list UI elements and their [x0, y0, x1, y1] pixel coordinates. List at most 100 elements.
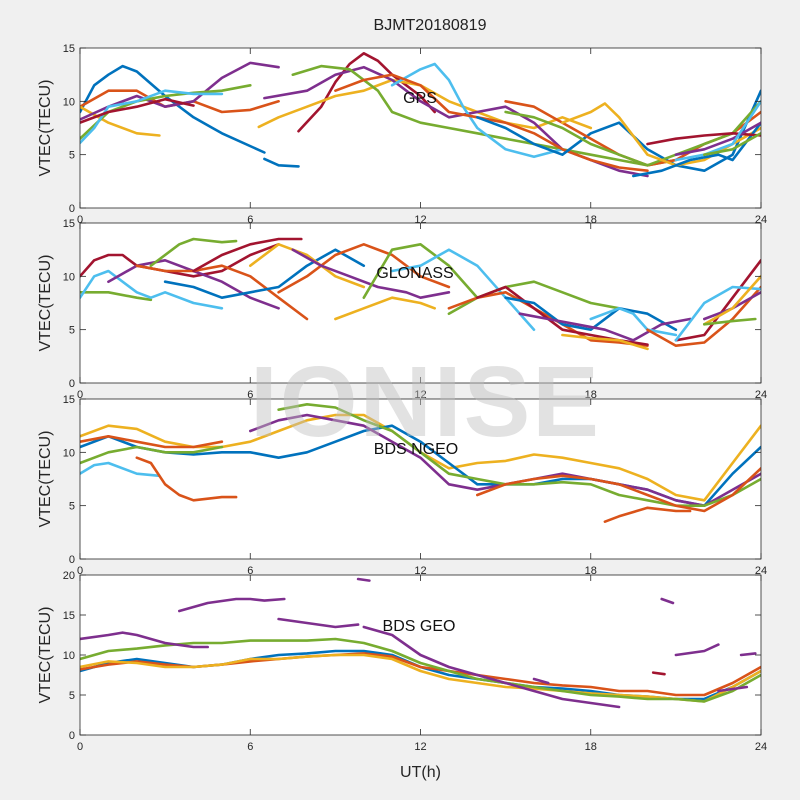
y-tick-label: 15	[63, 394, 75, 406]
y-tick-label: 10	[63, 271, 75, 283]
x-tick-label: 0	[77, 741, 83, 753]
figure-title: BJMT20180819	[374, 17, 487, 34]
series-line-10	[277, 243, 451, 294]
y-tick-label: 0	[69, 554, 75, 566]
series-group	[80, 402, 761, 524]
y-axis-label: VTEC(TECU)	[37, 607, 54, 704]
x-tick-label: 18	[585, 741, 597, 753]
series-line-14	[390, 248, 536, 332]
series-line-18	[504, 296, 678, 332]
series-line-14	[532, 677, 550, 685]
series-line-13	[390, 62, 564, 159]
series-group	[80, 51, 761, 178]
series-line-8	[362, 625, 621, 709]
x-tick-label: 6	[247, 565, 253, 577]
series-line-23	[702, 132, 761, 156]
series-line-9	[249, 243, 366, 289]
y-tick-label: 0	[69, 378, 75, 390]
series-line-5	[80, 461, 161, 478]
series-line-21	[674, 121, 761, 156]
series-line-11	[291, 248, 451, 300]
y-tick-label: 5	[69, 501, 75, 513]
y-axis-label: VTEC(TECU)	[37, 255, 54, 352]
x-axis-label: UT(h)	[400, 764, 441, 781]
series-line-3	[80, 434, 224, 449]
x-tick-label: 24	[755, 565, 767, 577]
series-line-9	[356, 577, 371, 582]
x-tick-label: 24	[755, 389, 767, 401]
plot-area	[80, 48, 761, 208]
y-tick-label: 0	[69, 203, 75, 215]
x-tick-label: 0	[77, 214, 83, 226]
y-tick-label: 5	[69, 690, 75, 702]
series-line-20	[561, 333, 649, 351]
y-tick-label: 10	[63, 650, 75, 662]
series-line-12	[739, 652, 757, 657]
y-tick-label: 15	[63, 43, 75, 55]
x-tick-label: 24	[755, 741, 767, 753]
series-line-7	[277, 617, 360, 629]
series-line-17	[504, 100, 761, 167]
series-line-11	[674, 643, 720, 657]
y-tick-label: 10	[63, 447, 75, 459]
panel-label: BDS NGEO	[374, 441, 458, 458]
chart-panel-3: 0 5 10 15 0 6 12 18 24 BDS NGEO VTEC(TECU)	[37, 394, 767, 577]
series-line-4	[80, 105, 161, 137]
series-line-18	[561, 102, 761, 167]
x-tick-label: 0	[77, 565, 83, 577]
series-line-15	[475, 89, 761, 172]
panel-label: BDS GEO	[383, 618, 456, 635]
series-line-21	[589, 306, 678, 337]
series-line-6	[178, 597, 286, 613]
panel-label: GPS	[403, 90, 437, 107]
series-line-6	[135, 456, 238, 502]
series-line-8	[80, 97, 195, 124]
series-line-12	[291, 64, 678, 167]
series-line-24	[674, 285, 761, 342]
x-tick-label: 12	[414, 741, 426, 753]
y-tick-label: 10	[63, 96, 75, 108]
x-tick-label: 12	[414, 389, 426, 401]
y-axis-label: VTEC(TECU)	[37, 80, 54, 177]
x-tick-label: 18	[585, 565, 597, 577]
series-line-10	[603, 506, 692, 524]
series-line-8	[192, 237, 303, 273]
x-tick-label: 6	[247, 741, 253, 753]
series-line-2	[80, 290, 153, 302]
series-line-14	[334, 73, 649, 172]
series-line-2	[263, 157, 300, 168]
series-line-4	[80, 445, 224, 465]
series-line-12	[362, 243, 479, 300]
series-line-15	[651, 671, 666, 676]
y-tick-label: 5	[69, 325, 75, 337]
x-tick-label: 6	[247, 389, 253, 401]
series-line-9	[475, 466, 761, 513]
series-line-4	[80, 637, 761, 703]
y-tick-label: 15	[63, 610, 75, 622]
series-line-5	[135, 264, 309, 321]
series-line-5	[80, 631, 209, 649]
series-line-10	[660, 597, 675, 605]
series-line-19	[518, 312, 692, 342]
series-group	[80, 237, 761, 351]
series-group	[80, 577, 761, 709]
plot-area	[80, 399, 761, 559]
chart-panel-4: 0 5 10 15 20 0 6 12 18 24 BDS GEO VTEC(TECU) UT(h)	[37, 570, 767, 781]
x-tick-label: 18	[585, 389, 597, 401]
y-tick-label: 0	[69, 730, 75, 742]
x-tick-label: 12	[414, 565, 426, 577]
x-tick-label: 0	[77, 389, 83, 401]
y-tick-label: 5	[69, 150, 75, 162]
y-axis-label: VTEC(TECU)	[37, 431, 54, 528]
series-line-19	[631, 121, 761, 178]
series-line-13	[334, 296, 437, 321]
x-tick-label: 6	[247, 214, 253, 226]
series-line-3	[80, 269, 224, 310]
series-line-13	[717, 685, 749, 693]
series-line-1	[80, 64, 266, 154]
panel-label: GLONASS	[376, 265, 453, 282]
chart-panel-2: 0 5 10 15 0 6 12 18 24 GLONASS VTEC(TECU)	[37, 218, 767, 401]
